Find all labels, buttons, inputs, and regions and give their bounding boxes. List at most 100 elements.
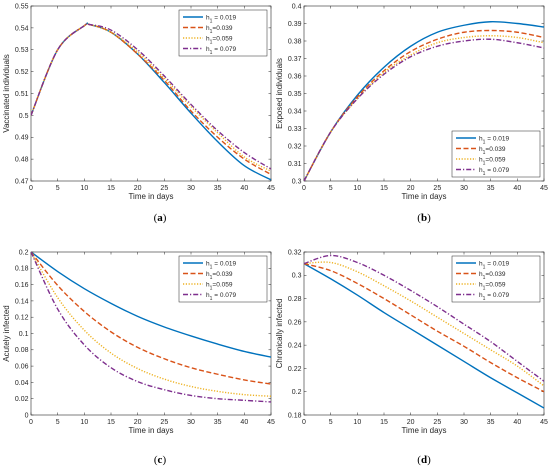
x-tick-label: 40 (513, 419, 521, 426)
y-tick-label: 0.49 (15, 135, 29, 142)
series-line-2 (31, 252, 271, 385)
y-tick-label: 0.26 (288, 319, 302, 326)
x-axis-label: Time in days (401, 426, 446, 435)
y-tick-label: 0.5 (19, 113, 29, 120)
x-axis-label: Time in days (401, 192, 446, 201)
y-tick-label: 0.53 (15, 47, 29, 54)
series-line-2 (31, 22, 271, 176)
panel-d: 0 5 10 15 20 25 30 35 40 45 0.18 0.2 0.22 0.24 0.26 0.2… (275, 249, 548, 466)
x-tick-label: 25 (160, 419, 168, 426)
y-tick-label: 0.33 (288, 126, 302, 133)
y-tick-label: 0.31 (288, 161, 302, 168)
legend-entry-1: h1 = 0.019 (479, 260, 509, 270)
x-tick-label: 15 (380, 185, 388, 192)
legend-entry-1: h1 = 0.019 (479, 135, 509, 145)
y-tick-label: 0.18 (15, 266, 29, 273)
legend-entry-4: h1 = 0.079 (479, 292, 509, 302)
y-tick-label: 0.18 (288, 412, 302, 419)
panel-caption: (a) (154, 212, 167, 224)
panel-caption: (c) (154, 454, 167, 466)
y-tick-label: 0.22 (288, 366, 302, 373)
series-lines (31, 22, 271, 181)
y-tick-label: 0.02 (15, 396, 29, 403)
series-line-4 (31, 252, 271, 403)
y-tick-label: 0.04 (15, 380, 29, 387)
y-tick-label: 0.2 (292, 389, 302, 396)
x-tick-label: 15 (107, 185, 115, 192)
series-line-4 (304, 38, 544, 181)
y-tick-label: 0.06 (15, 364, 29, 371)
x-tick-label: 30 (460, 185, 468, 192)
y-tick-label: 0.48 (15, 157, 29, 164)
y-tick-label: 0.28 (288, 296, 302, 303)
y-tick-label: 0.14 (15, 298, 29, 305)
y-tick-label: 0.47 (15, 178, 29, 185)
x-tick-label: 45 (267, 185, 275, 192)
series-line-1 (31, 252, 271, 358)
x-axis-label: Time in days (128, 426, 173, 435)
legend-entry-2: h1=0.039 (206, 25, 233, 35)
x-tick-label: 5 (329, 185, 333, 192)
x-tick-label: 10 (353, 185, 361, 192)
legend-entry-3: h1=0.059 (479, 281, 506, 291)
y-axis-label: Chronically infected (275, 299, 284, 369)
legend-entry-3: h1=0.059 (206, 35, 233, 45)
y-tick-label: 0.32 (288, 143, 302, 150)
x-tick-label: 5 (56, 419, 60, 426)
legend-entry-4: h1 = 0.079 (206, 292, 236, 302)
series-line-4 (304, 254, 544, 382)
y-tick-label: 0.1 (19, 331, 29, 338)
y-tick-label: 0.08 (15, 347, 29, 354)
y-tick-label: 0.4 (292, 3, 302, 10)
x-tick-label: 10 (353, 419, 361, 426)
x-tick-label: 35 (487, 185, 495, 192)
series-line-2 (304, 262, 544, 393)
x-tick-label: 20 (134, 185, 142, 192)
x-tick-label: 35 (214, 419, 222, 426)
y-tick-label: 0.3 (292, 273, 302, 280)
x-tick-label: 45 (540, 419, 548, 426)
x-tick-label: 20 (407, 419, 415, 426)
y-tick-label: 0.35 (288, 91, 302, 98)
legend-entry-3: h1=0.059 (206, 281, 233, 291)
legend-entry-1: h1 = 0.019 (206, 14, 236, 24)
y-tick-label: 0.32 (288, 249, 302, 256)
y-tick-label: 0.51 (15, 91, 29, 98)
y-tick-label: 0.3 (292, 178, 302, 185)
x-tick-label: 0 (29, 185, 33, 192)
x-tick-label: 10 (80, 419, 88, 426)
x-tick-label: 15 (107, 419, 115, 426)
panel-caption: (b) (417, 212, 431, 224)
series-lines (304, 21, 544, 181)
y-tick-label: 0 (25, 412, 29, 419)
legend-entry-4: h1 = 0.079 (479, 167, 509, 177)
x-tick-label: 40 (513, 185, 521, 192)
x-tick-label: 0 (302, 185, 306, 192)
x-tick-label: 5 (56, 185, 60, 192)
x-tick-label: 45 (540, 185, 548, 192)
y-tick-label: 0.36 (288, 73, 302, 80)
x-tick-label: 30 (187, 185, 195, 192)
x-tick-label: 25 (433, 419, 441, 426)
x-tick-label: 10 (80, 185, 88, 192)
x-tick-label: 35 (214, 185, 222, 192)
panel-b: 0 5 10 15 20 25 30 35 40 45 0.3 0.31 0.32 0.33 0.34 0.3… (275, 3, 548, 224)
x-axis-label: Time in days (128, 192, 173, 201)
y-tick-label: 0.55 (15, 3, 29, 10)
y-axis-label: Exposed individuals (275, 58, 284, 129)
legend-entry-3: h1=0.059 (479, 156, 506, 166)
x-tick-label: 30 (460, 419, 468, 426)
y-tick-label: 0.38 (288, 38, 302, 45)
x-tick-label: 35 (487, 419, 495, 426)
y-axis-label: Acutely infected (2, 305, 11, 361)
y-tick-label: 0.12 (15, 315, 29, 322)
legend-entry-2: h1=0.039 (206, 271, 233, 281)
x-tick-label: 20 (407, 185, 415, 192)
y-tick-label: 0.37 (288, 56, 302, 63)
